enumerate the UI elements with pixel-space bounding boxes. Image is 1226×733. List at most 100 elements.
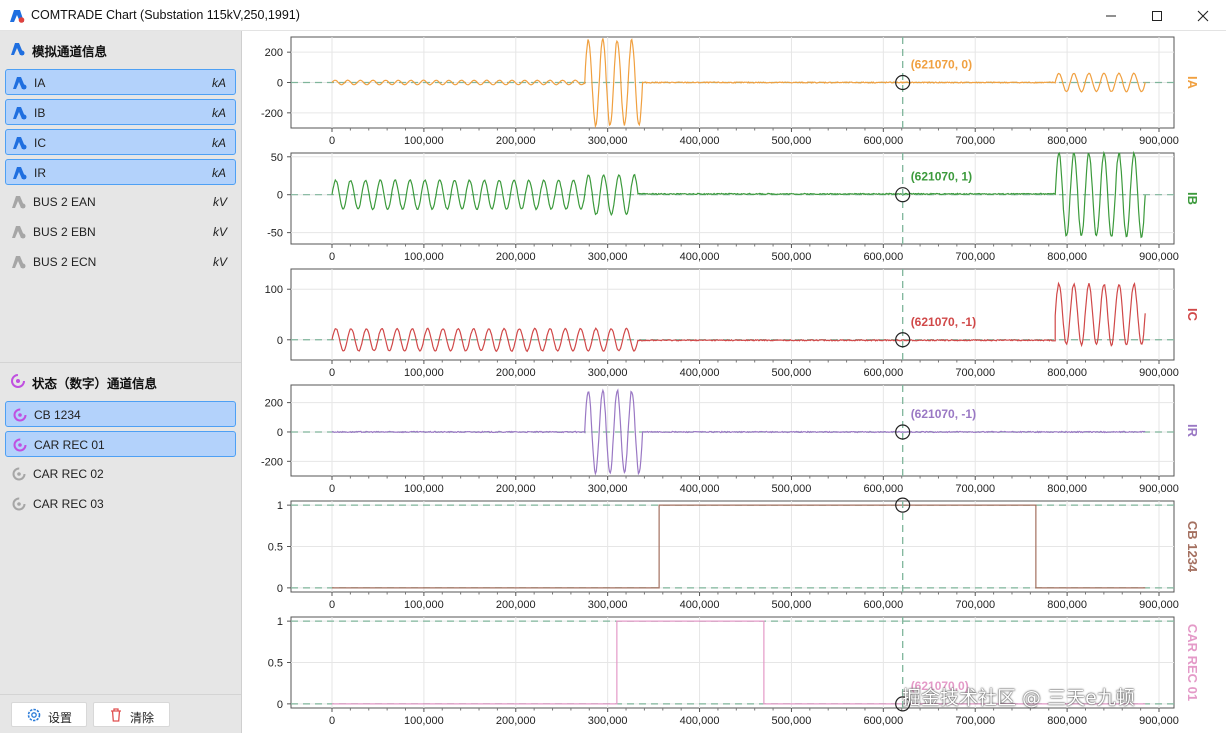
cursor-marker: [895, 424, 911, 440]
y-tick-label: 0: [277, 427, 283, 439]
x-tick-label: 300,000: [588, 367, 628, 379]
y-tick-label: -50: [267, 228, 283, 240]
x-tick-label: 200,000: [496, 135, 536, 147]
channel-label: BUS 2 ECN: [33, 255, 97, 269]
series-line-ia: [331, 38, 1146, 129]
x-tick-label: 500,000: [772, 135, 812, 147]
cursor-value-label: (621070,0): [911, 679, 969, 693]
x-tick-label: 600,000: [863, 367, 903, 379]
x-tick-label: 500,000: [772, 715, 812, 727]
analog-channel-item[interactable]: BUS 2 EBN kV: [5, 219, 236, 245]
x-tick-label: 600,000: [863, 135, 903, 147]
title-bar: COMTRADE Chart (Substation 115kV,250,199…: [0, 0, 1226, 31]
channel-unit: kA: [211, 166, 226, 180]
y-tick-label: 200: [265, 47, 283, 59]
analog-channel-item[interactable]: IB kA: [5, 99, 236, 125]
cursor-marker: [895, 332, 911, 348]
channel-wave-icon: [12, 196, 26, 209]
y-tick-label: 0: [277, 78, 283, 90]
x-tick-label: 200,000: [496, 251, 536, 263]
x-tick-label: 0: [329, 135, 335, 147]
channel-unit: kV: [212, 195, 227, 209]
x-tick-label: 400,000: [680, 483, 720, 495]
channel-label: IB: [34, 106, 46, 120]
x-tick-label: 800,000: [1047, 367, 1087, 379]
x-tick-label: 900,000: [1139, 483, 1179, 495]
x-tick-label: 100,000: [404, 599, 444, 611]
footer-divider: [0, 694, 241, 695]
x-tick-label: 400,000: [680, 367, 720, 379]
clear-button[interactable]: 清除: [93, 702, 170, 727]
x-tick-label: 100,000: [404, 483, 444, 495]
maximize-button[interactable]: [1134, 0, 1180, 31]
channel-label: BUS 2 EBN: [33, 225, 96, 239]
analog-channel-item[interactable]: BUS 2 ECN kV: [5, 249, 236, 275]
channel-wave-icon: [13, 107, 27, 120]
x-tick-label: 200,000: [496, 483, 536, 495]
window-title: COMTRADE Chart (Substation 115kV,250,199…: [31, 8, 300, 22]
channel-label: CAR REC 03: [33, 497, 104, 511]
watermark: 掘金技术社区 @ 三天e九顿: [902, 687, 1135, 709]
y-tick-label: -200: [261, 456, 283, 468]
channel-label: IA: [34, 76, 46, 90]
cursor-marker: [895, 187, 911, 203]
channel-label: CB 1234: [34, 408, 81, 422]
chart-area: 0 100,000 200,000 300,000 400,000 500,000 600,…: [243, 31, 1226, 733]
series-line-ic: [331, 281, 1146, 353]
y-tick-label: 0: [277, 190, 283, 202]
x-tick-label: 200,000: [496, 599, 536, 611]
cursor-marker: [895, 74, 911, 91]
x-tick-label: 300,000: [588, 135, 628, 147]
digital-channel-item[interactable]: CAR REC 01: [5, 431, 236, 457]
x-tick-label: 400,000: [680, 135, 720, 147]
channel-label: IC: [34, 136, 46, 150]
x-tick-label: 500,000: [772, 367, 812, 379]
x-tick-label: 800,000: [1047, 483, 1087, 495]
analog-channel-item[interactable]: IA kA: [5, 69, 236, 95]
channel-unit: kA: [211, 76, 226, 90]
x-tick-label: 600,000: [863, 251, 903, 263]
x-tick-label: 100,000: [404, 715, 444, 727]
minimize-button[interactable]: [1088, 0, 1134, 31]
analog-channel-item[interactable]: BUS 2 EAN kV: [5, 189, 236, 215]
channel-status-icon: [13, 408, 27, 422]
settings-button[interactable]: 设置: [11, 702, 87, 727]
close-button[interactable]: [1180, 0, 1226, 31]
x-tick-label: 700,000: [955, 599, 995, 611]
channel-name-label: IC: [1185, 308, 1200, 322]
channel-status-icon: [13, 438, 27, 452]
app-logo-icon: [10, 10, 25, 23]
cursor-marker: [895, 696, 911, 712]
x-tick-label: 300,000: [588, 483, 628, 495]
x-tick-label: 200,000: [496, 367, 536, 379]
channel-name-label: IA: [1185, 76, 1200, 90]
x-tick-label: 300,000: [588, 715, 628, 727]
digital-channel-item[interactable]: CB 1234: [5, 401, 236, 427]
x-tick-label: 100,000: [404, 251, 444, 263]
minimize-icon: [1106, 15, 1116, 17]
x-tick-label: 700,000: [955, 715, 995, 727]
y-tick-label: -200: [261, 108, 283, 120]
cursor-value-label: (621070, 1): [911, 170, 972, 184]
digital-channel-item[interactable]: CAR REC 03: [5, 491, 236, 517]
x-tick-label: 900,000: [1139, 715, 1179, 727]
series-line-cb-1234: [332, 504, 1146, 589]
digital-channel-item[interactable]: CAR REC 02: [5, 461, 236, 487]
charts-canvas[interactable]: 0 100,000 200,000 300,000 400,000 500,000 600,…: [243, 31, 1226, 733]
analog-channel-item[interactable]: IR kA: [5, 159, 236, 185]
analog-channel-item[interactable]: IC kA: [5, 129, 236, 155]
x-tick-label: 600,000: [863, 599, 903, 611]
channel-wave-icon: [13, 77, 27, 90]
x-tick-label: 500,000: [772, 483, 812, 495]
x-tick-label: 800,000: [1047, 715, 1087, 727]
x-tick-label: 0: [329, 715, 335, 727]
section-divider: [0, 362, 241, 363]
y-tick-label: 200: [265, 398, 283, 410]
y-tick-label: 100: [265, 284, 283, 296]
x-tick-label: 500,000: [772, 251, 812, 263]
x-tick-label: 800,000: [1047, 251, 1087, 263]
x-tick-label: 0: [329, 599, 335, 611]
close-icon: [1197, 10, 1209, 22]
digital-channel-icon: [11, 374, 25, 388]
y-tick-label: 0: [277, 583, 283, 595]
